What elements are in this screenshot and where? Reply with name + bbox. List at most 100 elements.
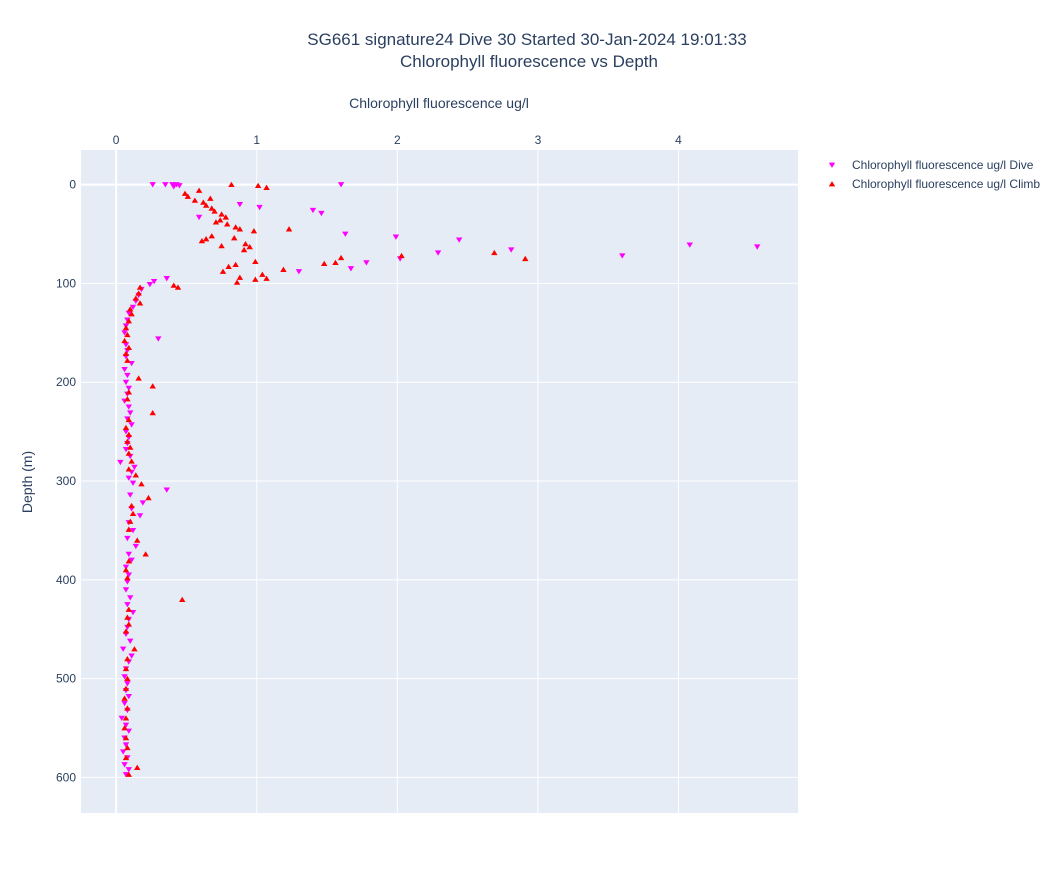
legend-marker-climb [828,181,836,187]
dive-point-31 [125,310,132,316]
dive-point-87 [124,681,131,687]
dive-point-89 [125,694,132,700]
dive-point-19 [619,253,626,259]
climb-point-102 [134,764,141,770]
dive-point-7 [236,201,244,208]
climb-point-79 [125,526,132,532]
climb-point-81 [142,551,149,557]
climb-point-93 [124,675,131,682]
dive-point-36 [122,342,130,348]
x-tick-label-2: 2 [394,133,401,147]
climb-point-98 [121,725,128,731]
dive-point-68 [132,543,140,550]
data-points [117,181,761,778]
dive-point-83 [128,653,135,659]
dive-point-42 [122,379,130,386]
legend-item-climb[interactable]: Chlorophyll fluorescence ug/l Climb [828,177,1041,191]
dive-point-62 [139,500,147,506]
dive-point-50 [122,429,130,435]
climb-point-18 [236,226,244,232]
climb-point-94 [122,685,130,691]
climb-point-100 [124,744,131,751]
legend-item-dive[interactable]: Chlorophyll fluorescence ug/l Dive [828,158,1034,172]
climb-point-70 [125,450,132,456]
y-tick-label-2: 200 [56,375,76,389]
climb-point-56 [121,337,128,344]
climb-point-63 [124,396,131,402]
climb-point-73 [132,472,140,478]
climb-point-80 [134,537,141,543]
dive-point-61 [127,492,134,498]
y-tick-label-4: 400 [56,573,76,587]
climb-point-59 [124,357,131,363]
x-tick-label-3: 3 [535,133,542,147]
climb-point-32 [522,255,529,262]
climb-point-71 [128,458,135,464]
dive-point-34 [121,330,128,336]
dive-point-43 [125,385,132,392]
climb-point-60 [135,375,142,381]
climb-point-101 [122,754,130,761]
climb-point-87 [124,614,131,620]
dive-point-6 [337,182,345,188]
climb-point-20 [285,226,293,232]
climb-point-34 [332,259,339,266]
climb-point-35 [252,258,259,265]
dive-point-13 [392,234,400,240]
climb-point-11 [211,208,218,214]
climb-point-22 [231,235,238,241]
climb-point-64 [149,409,156,416]
dive-point-75 [127,595,134,601]
climb-point-24 [202,236,210,242]
climb-point-2 [263,184,270,190]
climb-point-96 [124,705,131,711]
dive-point-0 [149,182,156,188]
climb-point-13 [222,214,230,220]
climb-point-69 [127,444,134,450]
climb-point-48 [135,290,142,296]
dive-point-97 [119,749,127,755]
climb-point-42 [263,275,270,281]
climb-point-26 [218,242,225,249]
climb-point-38 [280,266,287,272]
dive-point-101 [122,772,130,778]
dive-point-5 [176,183,183,189]
y-tick-label-0: 0 [69,178,76,192]
dive-point-35 [155,336,162,342]
dive-point-22 [347,266,355,272]
climb-point-72 [125,466,132,472]
dive-point-69 [125,551,132,558]
climb-point-66 [122,424,130,431]
climb-point-49 [132,295,140,301]
y-ticks: 0 100 200 300 400 500 600 [56,178,76,785]
x-ticks: 0 1 2 3 4 [113,133,682,147]
climb-point-23 [198,238,206,244]
climb-point-58 [122,350,130,356]
climb-point-65 [125,416,132,423]
climb-point-9 [202,202,210,208]
dive-point-18 [434,250,442,256]
climb-point-43 [252,276,259,282]
climb-point-30 [398,252,405,259]
climb-point-27 [246,243,253,250]
dive-point-100 [125,767,132,773]
x-tick-label-1: 1 [253,133,260,147]
dive-point-23 [295,269,303,275]
climb-point-77 [129,510,137,517]
climb-point-53 [125,318,132,324]
x-tick-label-0: 0 [113,133,120,147]
climb-point-1 [254,182,262,188]
dive-point-30 [129,304,137,310]
dive-point-64 [136,513,144,519]
climb-point-57 [125,344,132,351]
x-axis-title: Chlorophyll fluorescence ug/l [349,95,529,111]
dive-point-82 [119,646,127,652]
climb-point-7 [191,197,199,203]
dive-point-76 [124,602,131,608]
legend[interactable]: Chlorophyll fluorescence ug/l Dive Chlor… [828,158,1041,191]
y-tick-label-6: 600 [56,770,76,784]
dive-point-86 [121,674,128,680]
climb-point-75 [145,494,152,501]
dive-point-40 [121,366,128,373]
